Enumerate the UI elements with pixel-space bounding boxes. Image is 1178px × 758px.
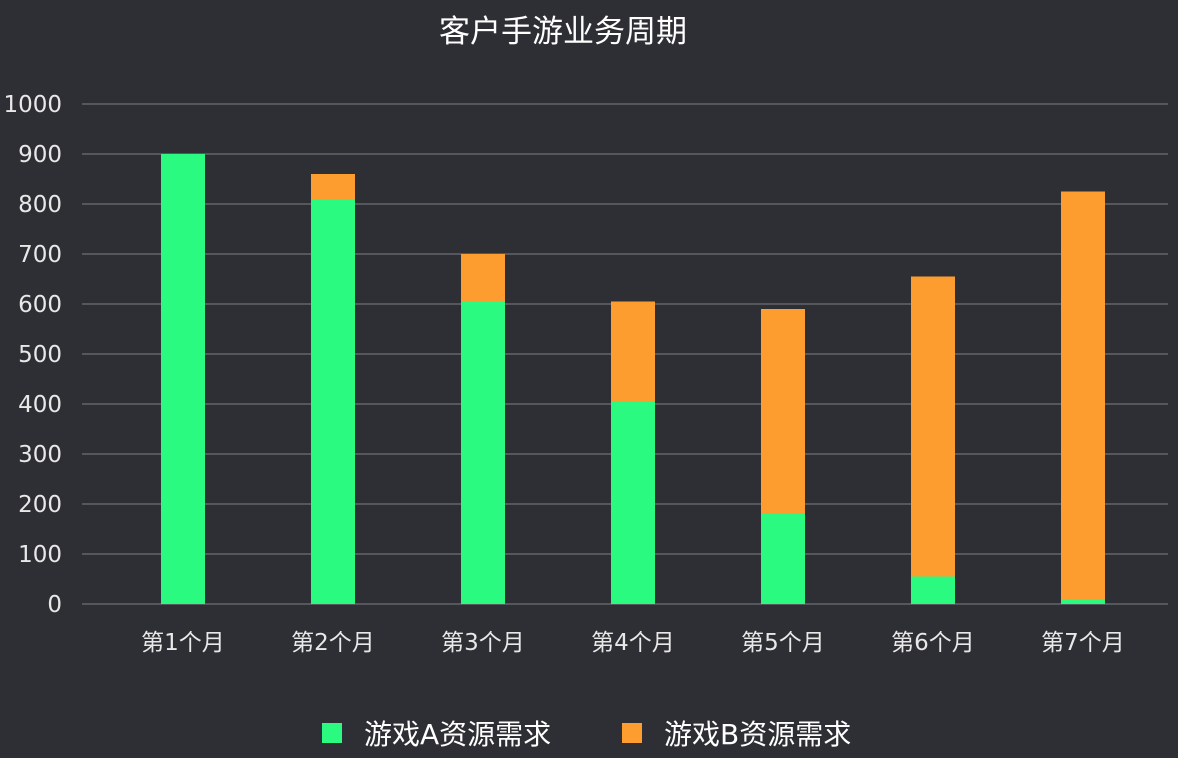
y-tick-label: 0 bbox=[47, 592, 62, 618]
legend-item-game-b[interactable]: 游戏B资源需求 bbox=[622, 708, 851, 758]
x-tick-label: 第5个月 bbox=[741, 630, 825, 656]
bar-series-1-month-2[interactable] bbox=[311, 199, 355, 604]
bar-series-1-month-6[interactable] bbox=[911, 576, 955, 605]
legend: 游戏A资源需求 游戏B资源需求 bbox=[0, 708, 1178, 758]
y-tick-label: 1000 bbox=[3, 92, 62, 118]
bar-series-1-month-5[interactable] bbox=[761, 514, 805, 604]
x-tick-label: 第4个月 bbox=[591, 630, 675, 656]
y-tick-label: 300 bbox=[18, 442, 62, 468]
y-tick-label: 500 bbox=[18, 342, 62, 368]
y-tick-label: 400 bbox=[18, 392, 62, 418]
x-tick-label: 第7个月 bbox=[1041, 630, 1125, 656]
legend-swatch-game-a bbox=[322, 723, 342, 743]
x-tick-label: 第1个月 bbox=[141, 630, 225, 656]
x-tick-label: 第6个月 bbox=[891, 630, 975, 656]
y-tick-label: 700 bbox=[18, 242, 62, 268]
bar-series-1-month-3[interactable] bbox=[461, 301, 505, 605]
bar-series-2-month-3[interactable] bbox=[461, 254, 505, 302]
bar-series-2-month-7[interactable] bbox=[1061, 191, 1105, 600]
bar-series-2-month-4[interactable] bbox=[611, 301, 655, 402]
y-tick-label: 100 bbox=[18, 542, 62, 568]
legend-swatch-game-b bbox=[622, 723, 642, 743]
chart-title: 客户手游业务周期 bbox=[439, 14, 687, 50]
y-tick-label: 200 bbox=[18, 492, 62, 518]
bar-series-1-month-7[interactable] bbox=[1061, 599, 1105, 604]
legend-label-game-b: 游戏B资源需求 bbox=[664, 718, 852, 751]
y-tick-label: 800 bbox=[18, 192, 62, 218]
legend-item-game-a[interactable]: 游戏A资源需求 bbox=[322, 708, 551, 758]
y-tick-label: 900 bbox=[18, 142, 62, 168]
bar-series-1-month-1[interactable] bbox=[161, 154, 205, 604]
bar-series-2-month-5[interactable] bbox=[761, 309, 805, 514]
y-tick-label: 600 bbox=[18, 292, 62, 318]
bar-series-1-month-4[interactable] bbox=[611, 401, 655, 605]
x-tick-label: 第3个月 bbox=[441, 630, 525, 656]
bar-series-2-month-2[interactable] bbox=[311, 174, 355, 199]
legend-label-game-a: 游戏A资源需求 bbox=[364, 718, 552, 751]
x-tick-label: 第2个月 bbox=[291, 630, 375, 656]
bar-series-2-month-6[interactable] bbox=[911, 276, 955, 577]
